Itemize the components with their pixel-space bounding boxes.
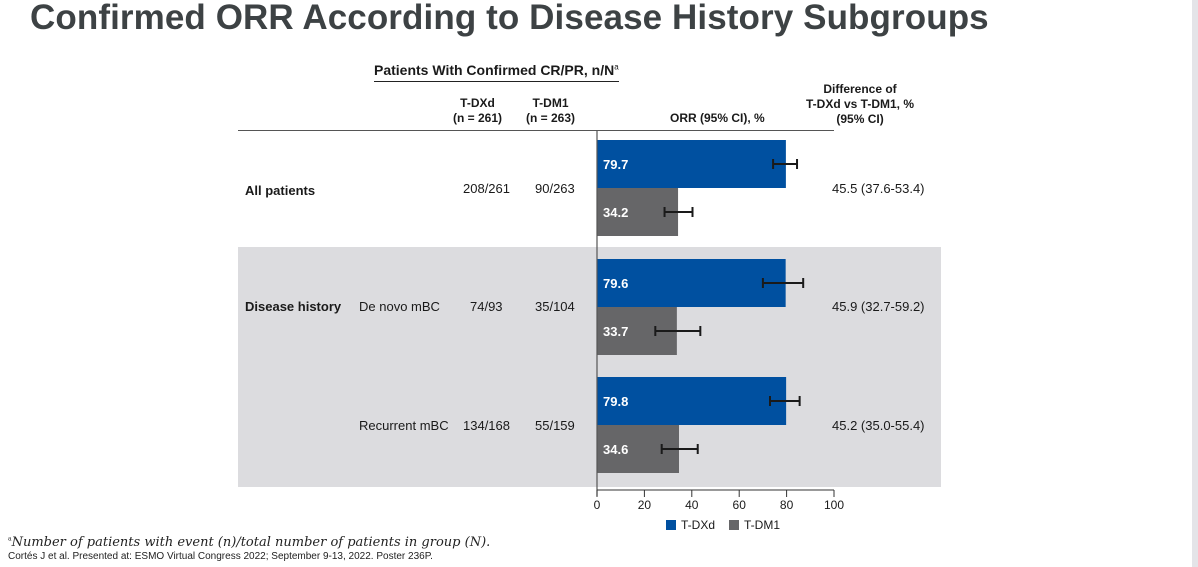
group-header-sup: a	[614, 62, 619, 72]
legend: T-DXd T-DM1	[666, 518, 780, 532]
bar-value-label: 33.7	[603, 324, 628, 339]
x-tick-label: 80	[780, 498, 794, 512]
legend-swatch-tdm1	[729, 520, 740, 530]
page-title: Confirmed ORR According to Disease Histo…	[30, 0, 989, 37]
bar-value-label: 79.6	[603, 276, 628, 291]
bar-value-label: 34.2	[603, 205, 628, 220]
row-difference: 45.9 (32.7-59.2)	[832, 299, 925, 314]
row-category: Disease history	[245, 299, 342, 314]
col-header-tdm1-label: T-DM1	[532, 96, 569, 110]
footnote-a: aNumber of patients with event (n)/total…	[8, 535, 490, 550]
row-category: All patients	[245, 183, 316, 198]
col-header-diff: Difference of T-DXd vs T-DM1, % (95% CI)	[806, 82, 914, 127]
group-header-label: Patients With Confirmed CR/PR, n/N	[374, 62, 615, 78]
col-header-tdxd-label: T-DXd	[460, 96, 495, 110]
col-header-diff-line1: Difference of	[823, 82, 897, 96]
row-tdxd-count: 208/261	[463, 181, 510, 196]
col-header-tdxd: T-DXd (n = 261)	[453, 96, 502, 126]
bar-tdxd	[597, 140, 786, 188]
row-difference: 45.5 (37.6-53.4)	[832, 181, 925, 196]
x-tick-label: 100	[824, 498, 844, 512]
bar-value-label: 79.7	[603, 157, 628, 172]
bar-value-label: 79.8	[603, 394, 628, 409]
x-tick-label: 0	[594, 498, 601, 512]
legend-label-tdm1: T-DM1	[744, 518, 781, 532]
x-tick-label: 40	[685, 498, 699, 512]
row-tdm1-count: 35/104	[535, 299, 575, 314]
citation: Cortés J et al. Presented at: ESMO Virtu…	[8, 551, 433, 562]
row-tdxd-count: 134/168	[463, 418, 510, 433]
bar-value-label: 34.6	[603, 442, 628, 457]
col-header-tdxd-n: (n = 261)	[453, 111, 503, 125]
col-header-diff-line3: (95% CI)	[836, 112, 884, 126]
row-subgroup: De novo mBC	[359, 299, 440, 314]
col-header-diff-line2: T-DXd vs T-DM1, %	[806, 97, 915, 111]
bar-tdxd	[597, 259, 786, 307]
bar-tdxd	[597, 377, 787, 425]
row-tdm1-count: 55/159	[535, 418, 575, 433]
col-header-tdm1: T-DM1 (n = 263)	[526, 96, 575, 126]
row-tdm1-count: 90/263	[535, 181, 575, 196]
footnote-a-sup: a	[8, 535, 12, 543]
x-tick-label: 20	[638, 498, 652, 512]
col-header-orr: ORR (95% CI), %	[670, 111, 765, 125]
group-header: Patients With Confirmed CR/PR, n/Na	[374, 62, 619, 82]
col-header-tdm1-n: (n = 263)	[526, 111, 576, 125]
row-tdxd-count: 74/93	[470, 299, 503, 314]
scrollbar[interactable]	[1192, 0, 1198, 567]
row-difference: 45.2 (35.0-55.4)	[832, 418, 925, 433]
footnote-a-text: Number of patients with event (n)/total …	[11, 535, 491, 550]
legend-swatch-tdxd	[666, 520, 676, 530]
header-rule	[238, 130, 834, 131]
disease-history-shading	[238, 247, 941, 487]
row-subgroup: Recurrent mBC	[359, 418, 449, 433]
x-tick-label: 60	[733, 498, 747, 512]
legend-label-tdxd: T-DXd	[681, 518, 716, 532]
